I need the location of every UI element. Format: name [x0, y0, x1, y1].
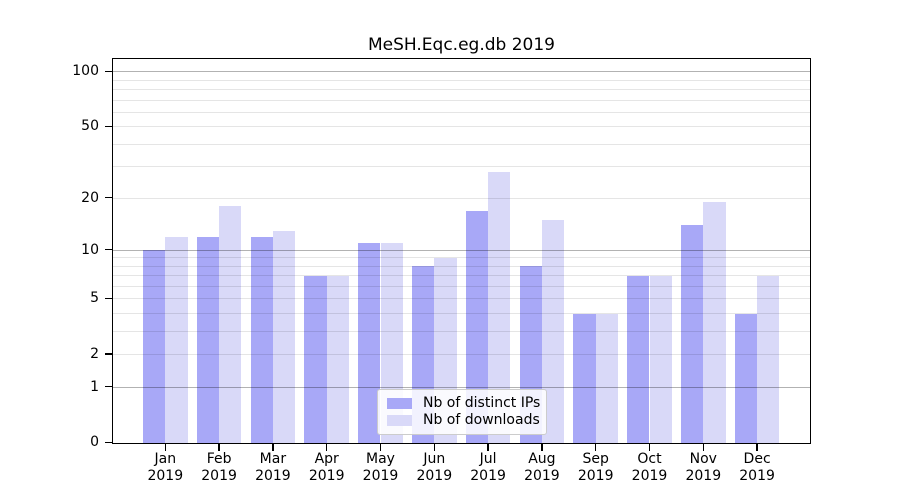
x-tick-label-dec: Dec 2019 — [739, 451, 775, 485]
y-tick-label-2: 2 — [90, 346, 99, 363]
y-tick-2 — [105, 353, 112, 355]
gridline-7 — [113, 275, 810, 277]
bar-dec-ips — [734, 313, 758, 443]
y-tick-5 — [105, 297, 112, 300]
bar-feb-downloads — [219, 206, 242, 443]
bar-jan-downloads — [165, 236, 188, 443]
gridline-70 — [113, 99, 810, 101]
legend-item-downloads: Nb of downloads — [387, 412, 540, 429]
legend-swatch-downloads — [387, 415, 412, 426]
gridline-100 — [113, 71, 810, 73]
bar-oct-ips — [627, 275, 650, 443]
x-tick-label-mar: Mar 2019 — [255, 451, 291, 485]
y-tick-1 — [105, 385, 112, 388]
legend-item-distinct-ips: Nb of distinct IPs — [387, 395, 541, 412]
x-tick-may — [379, 444, 382, 451]
chart-title: MeSH.Eqc.eg.db 2019 — [368, 35, 555, 55]
y-tick-label-1: 1 — [90, 378, 99, 395]
bar-nov-downloads — [703, 202, 726, 443]
bar-jul-downloads — [488, 172, 511, 443]
legend-label-downloads: Nb of downloads — [423, 412, 540, 428]
gridline-50 — [113, 126, 810, 128]
x-tick-jan — [164, 444, 166, 451]
y-tick-0 — [105, 441, 112, 444]
gridline-4 — [113, 313, 810, 315]
legend: Nb of distinct IPs Nb of downloads — [377, 389, 547, 435]
bar-apr-downloads — [326, 275, 349, 443]
y-tick-label-5: 5 — [90, 290, 99, 307]
gridline-1 — [113, 386, 810, 388]
legend-swatch-distinct-ips — [387, 398, 412, 409]
x-tick-sep — [595, 444, 597, 451]
gridline-9 — [113, 257, 810, 259]
x-tick-label-sep: Sep 2019 — [577, 451, 614, 485]
x-tick-label-feb: Feb 2019 — [201, 451, 237, 485]
gridline-6 — [113, 285, 810, 287]
x-tick-feb — [218, 444, 220, 451]
bar-dec-downloads — [757, 275, 780, 443]
x-tick-label-jul: Jul 2019 — [470, 451, 506, 485]
y-tick-50 — [105, 125, 112, 128]
gridline-20 — [113, 197, 810, 199]
x-tick-label-aug: Aug 2019 — [524, 451, 560, 485]
x-tick-apr — [326, 444, 328, 451]
gridline-30 — [113, 166, 810, 168]
gridline-90 — [113, 79, 810, 81]
gridline-40 — [113, 143, 810, 145]
bar-sep-ips — [573, 313, 596, 443]
x-tick-label-apr: Apr 2019 — [308, 451, 345, 485]
x-tick-label-oct: Oct 2019 — [631, 451, 668, 485]
bar-apr-ips — [304, 275, 327, 443]
y-tick-label-20: 20 — [81, 189, 99, 206]
bar-jul-ips — [465, 210, 489, 443]
x-tick-jun — [433, 444, 435, 451]
gridline-10 — [113, 249, 810, 251]
x-tick-dec — [756, 444, 758, 451]
y-tick-100 — [105, 70, 112, 73]
gridline-5 — [113, 298, 810, 300]
gridline-60 — [113, 111, 810, 113]
y-tick-label-50: 50 — [81, 118, 99, 135]
plot-area: Nb of distinct IPs Nb of downloads 0 1 2 5 1… — [72, 58, 811, 484]
y-tick-label-10: 10 — [81, 241, 99, 258]
gridline-80 — [113, 89, 810, 91]
bar-jan-ips — [143, 250, 166, 443]
x-tick-oct — [648, 444, 651, 451]
x-tick-jul — [487, 444, 489, 451]
x-tick-aug — [541, 444, 543, 451]
bar-mar-downloads — [272, 230, 296, 443]
bar-sep-downloads — [595, 313, 618, 443]
bar-feb-ips — [196, 236, 220, 443]
x-tick-label-may: May 2019 — [362, 451, 399, 485]
y-tick-label-0: 0 — [90, 434, 99, 451]
bar-may-ips — [358, 243, 381, 443]
x-tick-nov — [702, 444, 704, 451]
x-tick-label-jun: Jun 2019 — [416, 451, 453, 485]
y-tick-10 — [105, 248, 112, 251]
gridline-2 — [113, 354, 810, 356]
bar-nov-ips — [681, 225, 704, 443]
bar-mar-ips — [250, 236, 273, 443]
y-tick-20 — [105, 196, 112, 199]
x-tick-mar — [272, 444, 274, 451]
gridline-3 — [113, 330, 810, 332]
y-tick-label-100: 100 — [72, 63, 99, 80]
bar-aug-downloads — [541, 220, 565, 443]
bar-oct-downloads — [649, 275, 672, 443]
x-tick-label-jan: Jan 2019 — [147, 451, 184, 485]
x-tick-label-nov: Nov 2019 — [685, 451, 722, 485]
gridline-8 — [113, 265, 810, 267]
legend-label-distinct-ips: Nb of distinct IPs — [423, 395, 541, 411]
